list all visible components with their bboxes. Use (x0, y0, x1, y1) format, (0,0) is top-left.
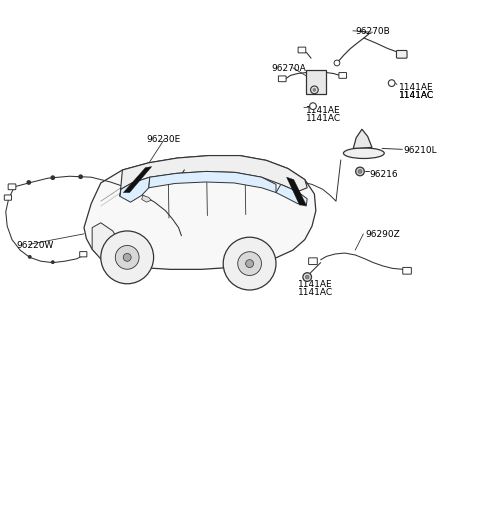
Circle shape (305, 275, 309, 279)
Text: 96230E: 96230E (146, 135, 180, 144)
Circle shape (334, 61, 340, 67)
Circle shape (246, 260, 253, 268)
FancyBboxPatch shape (306, 71, 326, 95)
Circle shape (223, 238, 276, 291)
Text: 1141AE: 1141AE (298, 280, 332, 289)
Polygon shape (120, 178, 150, 203)
FancyBboxPatch shape (298, 48, 306, 54)
Text: 96216: 96216 (370, 169, 398, 179)
Circle shape (51, 261, 55, 265)
Text: 1141AC: 1141AC (306, 114, 341, 123)
FancyBboxPatch shape (278, 77, 286, 82)
Circle shape (310, 104, 316, 110)
FancyBboxPatch shape (80, 252, 87, 258)
Text: 1141AC: 1141AC (399, 91, 434, 100)
FancyBboxPatch shape (339, 73, 347, 79)
FancyBboxPatch shape (396, 51, 407, 59)
Text: 1141AE: 1141AE (399, 83, 434, 92)
Circle shape (156, 201, 161, 205)
Polygon shape (123, 167, 152, 193)
Polygon shape (84, 156, 316, 270)
Text: 96270A: 96270A (271, 64, 306, 73)
Circle shape (28, 256, 32, 259)
Circle shape (115, 246, 139, 270)
Polygon shape (276, 185, 307, 207)
Circle shape (281, 176, 285, 180)
Text: 1141AC: 1141AC (298, 288, 333, 296)
Circle shape (238, 252, 262, 276)
Polygon shape (287, 178, 306, 206)
Circle shape (26, 181, 31, 185)
Circle shape (388, 80, 395, 88)
Polygon shape (353, 130, 372, 149)
Circle shape (106, 180, 110, 185)
Circle shape (358, 170, 362, 174)
Circle shape (123, 254, 131, 262)
Text: 96210L: 96210L (403, 146, 437, 155)
Polygon shape (92, 223, 122, 265)
Text: 96220W: 96220W (17, 240, 54, 249)
Polygon shape (149, 172, 276, 193)
FancyBboxPatch shape (4, 195, 12, 201)
Circle shape (356, 168, 364, 177)
Circle shape (101, 232, 154, 284)
Polygon shape (142, 196, 151, 203)
Ellipse shape (344, 149, 384, 159)
Polygon shape (120, 156, 307, 197)
Circle shape (303, 273, 312, 282)
Circle shape (78, 175, 83, 180)
FancyBboxPatch shape (8, 185, 16, 190)
Circle shape (311, 87, 318, 95)
FancyBboxPatch shape (309, 259, 317, 265)
Text: 96270B: 96270B (355, 27, 390, 36)
Text: 96290Z: 96290Z (366, 230, 400, 239)
FancyBboxPatch shape (403, 268, 411, 275)
Text: 1141AE: 1141AE (306, 106, 341, 115)
Text: 1141AC: 1141AC (399, 91, 434, 100)
Circle shape (50, 176, 55, 181)
Circle shape (313, 89, 316, 92)
Circle shape (132, 190, 137, 194)
